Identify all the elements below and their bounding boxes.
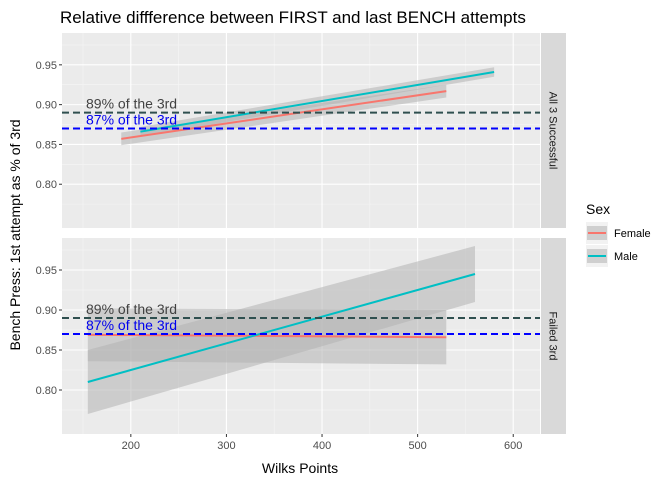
x-tick-label: 400	[313, 440, 331, 452]
fit-line-female	[87, 333, 447, 339]
facet-strip-label: All 3 Successful	[547, 92, 559, 170]
legend-title: Sex	[586, 201, 610, 217]
x-tick-label: 200	[122, 440, 140, 452]
y-tick-label: 0.85	[36, 345, 57, 357]
legend-label-male: Male	[614, 251, 638, 263]
x-axis-label: Wilks Points	[262, 460, 338, 476]
reference-annotation-1: 89% of the 3rd	[86, 301, 177, 317]
fit-line-male	[140, 71, 495, 133]
y-tick-label: 0.85	[36, 139, 57, 151]
fit-line-female	[121, 90, 447, 140]
reference-annotation-2: 87% of the 3rd	[86, 112, 177, 128]
y-tick-label: 0.80	[36, 385, 57, 397]
x-tick-label: 300	[217, 440, 235, 452]
y-tick-label: 0.95	[36, 265, 57, 277]
ci-band-male	[87, 246, 475, 414]
legend-label-female: Female	[614, 228, 651, 240]
panel-background	[62, 33, 540, 228]
reference-annotation-2: 87% of the 3rd	[86, 317, 177, 333]
y-axis-label: Bench Press: 1st attempt as % of 3rd	[7, 119, 23, 350]
y-tick-label: 0.95	[36, 60, 57, 72]
facet-strip	[541, 238, 566, 434]
y-tick-label: 0.90	[36, 305, 57, 317]
reference-annotation-1: 89% of the 3rd	[86, 96, 177, 112]
fit-line-male	[87, 273, 476, 383]
facet-strip-label: Failed 3rd	[547, 312, 559, 361]
x-axis: 200 300 400 500 600	[122, 434, 522, 452]
x-tick-label: 600	[504, 440, 522, 452]
y-tick-label: 0.80	[36, 179, 57, 191]
chart-title: Relative diffference between FIRST and l…	[60, 8, 526, 27]
legend: Sex Female Male	[586, 201, 651, 267]
y-tick-label: 0.90	[36, 100, 57, 112]
facet-strip	[541, 33, 566, 228]
x-tick-label: 500	[408, 440, 426, 452]
